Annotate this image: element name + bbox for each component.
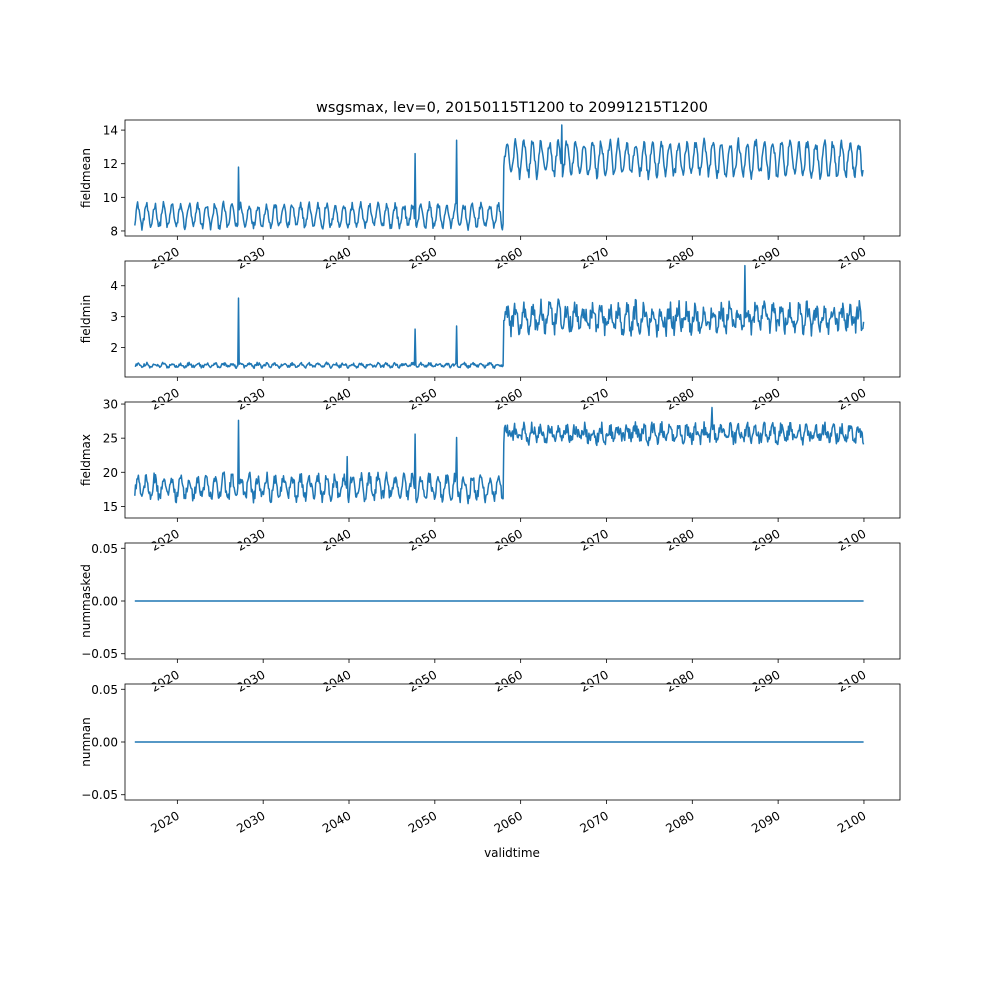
x-tick-label: 2070	[578, 526, 611, 553]
x-ticks: 2020 2030 2040 2050 2060 2070 2080 2090 2100	[148, 518, 868, 554]
y-tick-label: 0.00	[91, 736, 118, 750]
x-tick-label: 2080	[663, 526, 696, 553]
x-ticks: 2020 2030 2040 2050 2060 2070 2080 2090 2100	[148, 659, 868, 695]
x-tick-label: 2100	[835, 385, 868, 412]
x-tick-label: 2020	[148, 808, 181, 835]
x-tick-label: 2060	[492, 808, 525, 835]
x-tick-label: 2050	[406, 385, 439, 412]
axes-frame	[124, 401, 901, 519]
x-tick-label: 2030	[234, 244, 267, 271]
axes-frame	[124, 260, 901, 378]
x-tick-label: 2060	[492, 526, 525, 553]
x-tick-label: 2090	[749, 808, 782, 835]
x-tick-label: 2100	[835, 244, 868, 271]
overlap-mask	[124, 684, 901, 686]
x-tick-label: 2050	[406, 667, 439, 694]
x-tick-label: 2090	[749, 667, 782, 694]
x-tick-label: 2020	[148, 667, 181, 694]
y-axis-label: numnan	[79, 717, 93, 766]
x-tick-label: 2030	[234, 808, 267, 835]
x-tick-label: 2060	[492, 244, 525, 271]
y-tick-label: 20	[103, 466, 118, 480]
x-tick-label: 2100	[835, 526, 868, 553]
x-tick-label: 2090	[749, 385, 782, 412]
x-tick-label: 2020	[148, 385, 181, 412]
x-tick-label: 2090	[749, 244, 782, 271]
series-line-fieldmean	[134, 124, 864, 231]
y-tick-label: 0.05	[91, 542, 118, 556]
y-tick-label: 15	[103, 500, 118, 514]
x-tick-label: 2040	[320, 526, 353, 553]
overlap-mask	[124, 543, 901, 545]
x-tick-label: 2080	[663, 385, 696, 412]
y-tick-label: 30	[103, 398, 118, 412]
y-tick-label: −0.05	[81, 788, 118, 802]
x-tick-label: 2100	[835, 808, 868, 835]
subplot-fieldmean: 8 10 12 14 fieldmean 2020 2030 2040 2050 2060 2070…	[79, 119, 901, 272]
x-tick-label: 2050	[406, 526, 439, 553]
x-tick-label: 2050	[406, 808, 439, 835]
x-tick-label: 2020	[148, 526, 181, 553]
y-tick-label: 3	[110, 310, 118, 324]
overlap-mask	[124, 261, 901, 263]
x-tick-label: 2060	[492, 385, 525, 412]
series-line-fieldmax	[134, 406, 865, 505]
x-tick-label: 2040	[320, 808, 353, 835]
x-tick-label: 2040	[320, 244, 353, 271]
y-tick-label: 8	[110, 224, 118, 238]
x-tick-label: 2030	[234, 526, 267, 553]
x-axis-label: validtime	[484, 846, 540, 860]
x-tick-label: 2100	[835, 667, 868, 694]
x-tick-label: 2020	[148, 244, 181, 271]
x-tick-label: 2070	[578, 808, 611, 835]
y-axis-label: fieldmax	[79, 434, 93, 486]
x-tick-label: 2090	[749, 526, 782, 553]
x-tick-label: 2080	[663, 667, 696, 694]
series-line-fieldmin	[134, 264, 865, 369]
y-tick-label: 12	[103, 157, 118, 171]
y-tick-label: 0.05	[91, 683, 118, 697]
y-tick-label: −0.05	[81, 647, 118, 661]
overlap-mask	[124, 402, 901, 404]
axes-frame	[124, 119, 901, 237]
y-tick-label: 4	[110, 279, 118, 293]
x-tick-label: 2050	[406, 244, 439, 271]
x-tick-label: 2060	[492, 667, 525, 694]
y-tick-label: 25	[103, 432, 118, 446]
x-ticks: 2020 2030 2040 2050 2060 2070 2080 2090 2100	[148, 377, 868, 413]
y-axis-label: nummasked	[79, 564, 93, 638]
x-ticks: 2020 2030 2040 2050 2060 2070 2080 2090 2100	[148, 800, 868, 836]
x-tick-label: 2080	[663, 808, 696, 835]
x-tick-label: 2070	[578, 244, 611, 271]
y-tick-label: 2	[110, 341, 118, 355]
y-axis-label: fieldmin	[79, 295, 93, 344]
x-tick-label: 2040	[320, 385, 353, 412]
x-tick-label: 2080	[663, 244, 696, 271]
chart-title: wsgsmax, lev=0, 20150115T1200 to 2099121…	[316, 100, 708, 116]
subplot-fieldmax: 15 20 25 30 fieldmax 2020 2030 2040 2050 2060 2070…	[79, 398, 901, 554]
y-tick-label: 0.00	[91, 595, 118, 609]
x-tick-label: 2070	[578, 385, 611, 412]
x-tick-label: 2040	[320, 667, 353, 694]
x-tick-label: 2030	[234, 385, 267, 412]
x-ticks: 2020 2030 2040 2050 2060 2070 2080 2090 2100	[148, 236, 868, 272]
x-tick-label: 2030	[234, 667, 267, 694]
y-tick-label: 14	[103, 124, 118, 138]
y-tick-label: 10	[103, 191, 118, 205]
y-axis-label: fieldmean	[79, 148, 93, 208]
x-tick-label: 2070	[578, 667, 611, 694]
